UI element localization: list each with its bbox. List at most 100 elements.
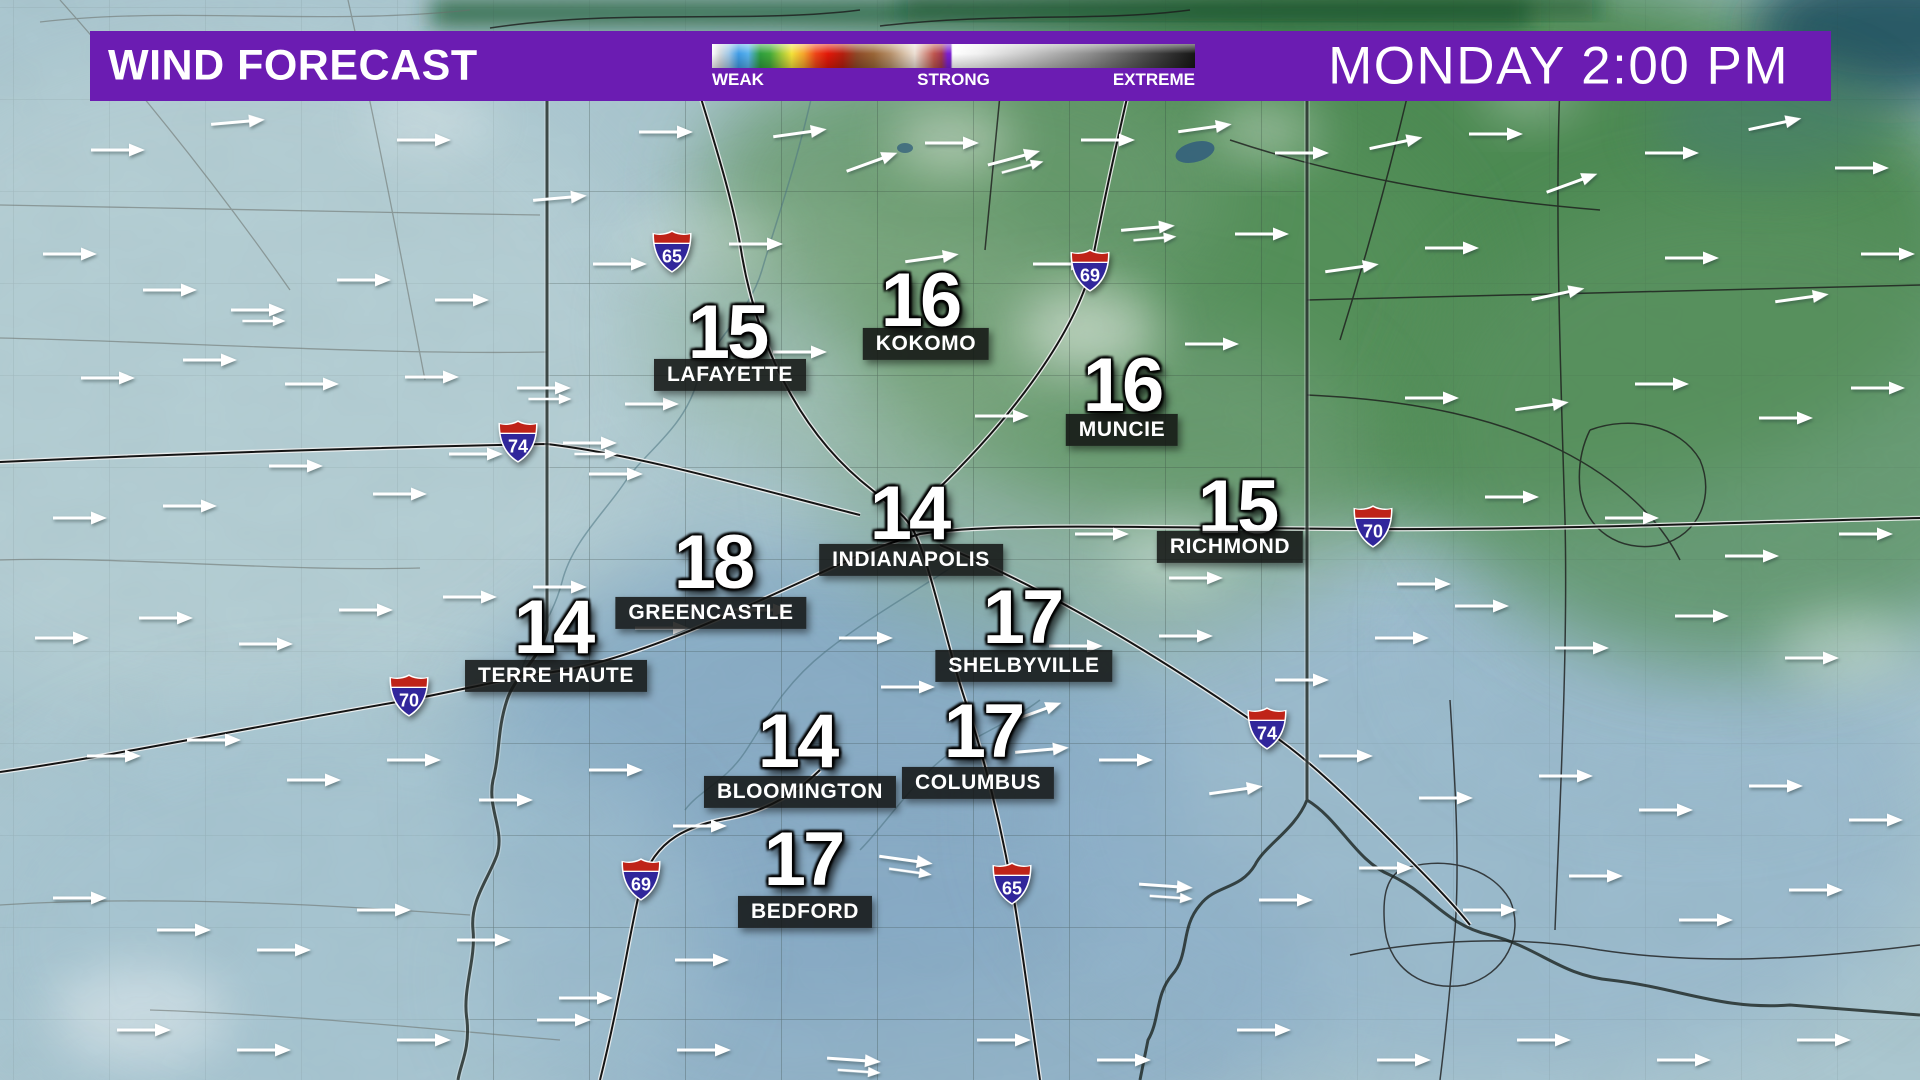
wind-speed-value-terre-haute: 14 (513, 585, 596, 670)
wind-arrow-icon (1787, 882, 1845, 898)
header-bar: WIND FORECAST WEAK STRONG EXTREME MONDAY… (90, 31, 1831, 101)
wind-arrow-icon (1859, 246, 1917, 262)
wind-scale-gradient (712, 44, 1195, 68)
wind-arrow-icon (1366, 129, 1426, 157)
wind-arrow-icon (1633, 376, 1691, 392)
wind-arrow-icon (770, 121, 830, 145)
wind-arrow-icon (530, 188, 589, 209)
interstate-shield-70: 70 (389, 674, 429, 723)
wind-arrow-icon (671, 818, 729, 834)
wind-arrow-icon (1047, 638, 1105, 654)
wind-arrow-icon (1783, 650, 1841, 666)
wind-arrow-icon (1461, 902, 1519, 918)
shield-route-number: 70 (399, 691, 419, 711)
wind-arrow-icon (1453, 598, 1511, 614)
wind-arrow-icon (973, 408, 1031, 424)
wind-arrow-icon (267, 458, 325, 474)
wind-arrow-icon (1375, 1052, 1433, 1068)
wind-arrow-icon (1273, 145, 1331, 161)
wind-arrow-icon (255, 942, 313, 958)
wind-arrow-icon (1553, 640, 1611, 656)
wind-speed-value-muncie: 16 (1082, 343, 1165, 428)
wind-arrow-icon (515, 380, 573, 405)
wind-arrow-icon (235, 1042, 293, 1058)
wind-arrow-icon (1373, 630, 1431, 646)
wind-arrow-icon (455, 932, 513, 948)
wind-arrow-icon (975, 1032, 1033, 1048)
wind-arrow-icon (1515, 1032, 1573, 1048)
wind-arrow-icon (1322, 256, 1382, 280)
wind-arrow-icon (535, 1012, 593, 1028)
wind-arrow-icon (1206, 778, 1266, 802)
interstate-shield-65: 65 (992, 862, 1032, 911)
wind-arrow-icon (395, 132, 453, 148)
wind-arrow-icon (1317, 748, 1375, 764)
wind-arrow-icon (531, 579, 589, 595)
wind-speed-value-indianapolis: 14 (869, 471, 952, 556)
wind-arrow-icon (727, 236, 785, 252)
shield-route-number: 74 (1257, 724, 1277, 744)
wind-arrow-icon (1097, 752, 1155, 768)
wind-arrow-icon (51, 510, 109, 526)
city-name-label-lafayette: LAFAYETTE (654, 358, 806, 392)
wind-arrow-icon (923, 135, 981, 151)
wind-arrow-icon (335, 272, 393, 288)
wind-arrow-icon (41, 246, 99, 262)
city-name-label-bloomington: BLOOMINGTON (703, 775, 897, 809)
wind-arrow-icon (1747, 778, 1805, 794)
interstate-shield-65: 65 (652, 230, 692, 279)
wind-speed-value-bedford: 17 (763, 817, 846, 902)
wind-arrow-icon (591, 256, 649, 272)
wind-speed-value-bloomington: 14 (757, 699, 840, 784)
wind-arrow-icon (1403, 390, 1461, 406)
wind-arrow-icon (1673, 608, 1731, 624)
wind-arrow-icon (285, 772, 343, 788)
shield-route-number: 69 (631, 875, 651, 895)
wind-speed-value-lafayette: 15 (687, 290, 770, 375)
wind-arrow-icon (229, 302, 287, 327)
wind-arrow-icon (1542, 166, 1602, 201)
interstate-shield-70: 70 (1353, 505, 1393, 554)
wind-arrow-icon (1772, 286, 1832, 310)
wind-arrow-icon (181, 352, 239, 368)
wind-arrow-icon (385, 752, 443, 768)
wind-arrow-icon (1357, 860, 1415, 876)
city-name-label-greencastle: GREENCASTLE (615, 596, 807, 630)
shield-route-number: 69 (1080, 266, 1100, 286)
shield-route-number: 70 (1363, 522, 1383, 542)
wind-arrow-icon (1677, 912, 1735, 928)
wind-speed-value-columbus: 17 (943, 689, 1026, 774)
wind-arrow-icon (1137, 876, 1196, 904)
wind-arrow-icon (337, 602, 395, 618)
wind-arrow-icon (1079, 132, 1137, 148)
legend-strong-label: STRONG (917, 70, 990, 89)
wind-arrow-icon (403, 369, 461, 385)
wind-arrow-icon (85, 748, 143, 764)
shield-route-number: 65 (1002, 879, 1022, 899)
wind-arrow-icon (141, 282, 199, 298)
wind-arrow-icon (1833, 160, 1891, 176)
wind-arrow-icon (1655, 1052, 1713, 1068)
wind-arrow-icon (33, 630, 91, 646)
wind-arrow-icon (1395, 576, 1453, 592)
wind-arrow-icon (89, 142, 147, 158)
wind-arrow-icon (447, 446, 505, 462)
wind-arrow-icon (1417, 790, 1475, 806)
wind-arrow-icon (1006, 695, 1066, 730)
city-name-label-indianapolis: INDIANAPOLIS (819, 543, 1003, 577)
wind-arrow-icon (1257, 892, 1315, 908)
wind-arrow-icon (1603, 510, 1661, 526)
wind-arrow-icon (1837, 526, 1895, 542)
wind-scale-labels: WEAK STRONG EXTREME (712, 70, 1195, 90)
wind-arrow-icon (825, 1050, 884, 1078)
wind-arrow-icon (155, 922, 213, 938)
wind-speed-value-shelbyville: 17 (982, 575, 1065, 660)
wind-arrow-icon (637, 124, 695, 140)
wind-arrow-icon (771, 344, 829, 360)
interstate-shield-69: 69 (621, 858, 661, 907)
wind-arrow-icon (1175, 116, 1235, 140)
wind-arrow-icon (1012, 740, 1071, 761)
